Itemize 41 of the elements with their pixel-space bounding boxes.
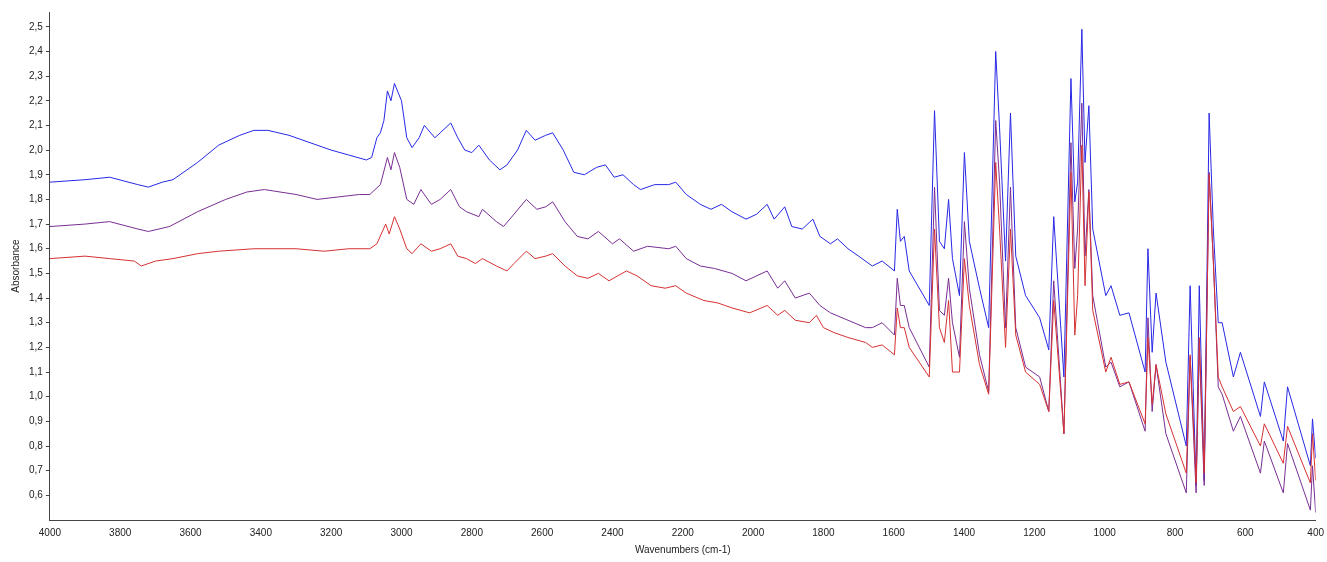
x-tick-label: 1600: [882, 526, 906, 538]
x-tick-label: 1000: [1093, 526, 1117, 538]
y-tick-label: 1,0: [29, 390, 44, 402]
x-tick-label: 3200: [320, 526, 343, 538]
x-tick-label: 2600: [531, 526, 554, 538]
y-tick-label: 2,5: [29, 20, 44, 32]
x-tick-label: 3400: [249, 526, 273, 538]
y-tick-label: 2,3: [29, 69, 44, 81]
x-tick-label: 2400: [601, 526, 625, 538]
x-tick-label: 3600: [179, 526, 203, 538]
x-axis-title: Wavenumbers (cm-1): [634, 543, 731, 555]
y-tick-label: 1,9: [29, 168, 44, 180]
y-tick-label: 1,4: [29, 291, 44, 303]
y-tick-label: 0,8: [29, 439, 44, 451]
y-tick-label: 1,6: [29, 242, 44, 254]
x-tick-label: 4000: [38, 526, 62, 538]
y-axis-title: Absorbance: [9, 238, 21, 293]
y-tick-label: 0,6: [29, 489, 44, 501]
x-tick-label: 3800: [109, 526, 132, 538]
x-tick-label: 1800: [812, 526, 835, 538]
y-tick-label: 1,8: [29, 193, 44, 205]
x-tick-label: 3000: [390, 526, 414, 538]
y-tick-label: 2,4: [29, 45, 44, 57]
x-tick-label: 1200: [1023, 526, 1046, 538]
y-tick-label: 2,0: [29, 143, 44, 155]
y-tick-label: 1,2: [29, 341, 44, 353]
y-tick-label: 1,3: [29, 316, 44, 328]
y-tick-label: 0,7: [29, 464, 44, 476]
x-tick-label: 2800: [460, 526, 484, 538]
x-tick-label: 600: [1236, 526, 1255, 538]
x-tick-label: 800: [1166, 526, 1184, 538]
y-tick-label: 2,1: [29, 119, 44, 131]
x-tick-label: 1400: [952, 526, 976, 538]
y-tick-label: 1,5: [29, 267, 44, 279]
y-tick-label: 0,9: [29, 415, 44, 427]
y-tick-label: 1,1: [29, 365, 44, 377]
x-tick-label: 2200: [671, 526, 695, 538]
x-tick-label: 2000: [741, 526, 765, 538]
x-tick-label: 400: [1307, 526, 1325, 538]
y-tick-label: 1,7: [29, 217, 44, 229]
y-tick-label: 2,2: [29, 94, 44, 106]
